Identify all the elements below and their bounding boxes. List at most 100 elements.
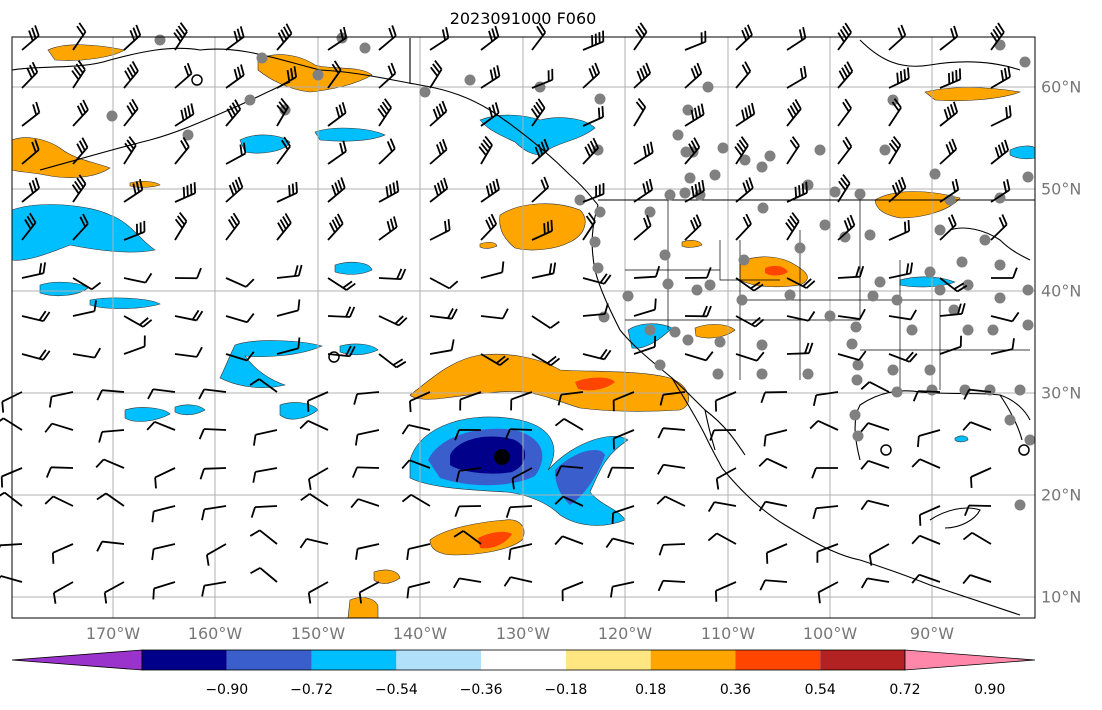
wind-barb (72, 277, 102, 291)
station-marker (704, 279, 716, 291)
wind-barb (582, 30, 605, 51)
wind-barb (453, 530, 482, 545)
wind-barb (888, 220, 910, 241)
wind-barb (0, 543, 23, 549)
wind-barb (327, 177, 346, 203)
wind-barb (888, 135, 902, 165)
wind-barb (759, 579, 788, 591)
wind-barb (174, 267, 202, 280)
wind-barb (429, 219, 451, 241)
station-marker (684, 172, 696, 184)
positive-anomaly-region (347, 597, 379, 619)
wind-barb (554, 495, 584, 507)
station-marker (464, 74, 476, 86)
wind-barb (990, 338, 1015, 355)
wind-barb (44, 422, 74, 433)
wind-barb (151, 505, 176, 523)
station-marker (756, 368, 768, 380)
wind-barb (837, 350, 867, 361)
wind-barb (860, 381, 890, 393)
graticule (12, 37, 1035, 618)
station-marker (1022, 319, 1034, 331)
station-marker (784, 289, 796, 301)
wind-barb (939, 138, 958, 165)
station-marker (994, 259, 1006, 271)
wind-barb (429, 308, 458, 320)
baja-california (671, 377, 723, 469)
wind-barb (123, 220, 146, 241)
colorbar-tick-label: −0.36 (459, 682, 503, 698)
wind-barb (123, 136, 137, 165)
wind-barb (276, 212, 292, 241)
wind-barb (939, 25, 959, 51)
wind-barb (684, 62, 703, 89)
station-marker (662, 278, 674, 290)
wind-barb (225, 64, 245, 89)
wind-barb (378, 25, 397, 51)
wind-barb (860, 459, 890, 470)
wind-barb (707, 501, 737, 513)
wind-barb (147, 388, 176, 400)
wind-barb (72, 99, 89, 127)
station-marker (1019, 56, 1031, 68)
wind-barb (939, 68, 962, 89)
station-marker (709, 169, 721, 181)
wind-barb (508, 543, 533, 561)
positive-anomaly-region (874, 191, 961, 219)
wind-barb (760, 391, 788, 404)
wind-barb (454, 429, 482, 441)
wind-barb (758, 500, 788, 512)
station-marker (712, 368, 724, 380)
wind-barb (199, 467, 227, 480)
wind-barb (531, 176, 550, 203)
station-marker (359, 42, 371, 54)
station-marker (852, 359, 864, 371)
station-marker (926, 384, 938, 396)
station-marker (850, 321, 862, 333)
wind-barb (174, 62, 193, 89)
colorbar-segment (396, 650, 482, 670)
wind-barb (812, 505, 839, 520)
station-marker (839, 231, 851, 243)
wind-barb (429, 277, 459, 290)
wind-barb (557, 391, 584, 406)
positive-anomaly-region (924, 87, 1022, 102)
wind-barb (684, 305, 712, 318)
wind-barb (817, 581, 839, 604)
wind-barb (123, 178, 144, 203)
station-marker (934, 224, 946, 236)
wind-barb (633, 62, 652, 89)
wind-barb (21, 262, 46, 279)
station-marker (679, 187, 691, 199)
negative-anomaly-region (124, 407, 171, 422)
station-marker (682, 104, 694, 116)
wind-barb (530, 98, 546, 127)
wind-barb (939, 335, 962, 355)
wind-barb (123, 98, 139, 127)
negative-anomaly-region (899, 276, 956, 288)
wind-barb (812, 391, 839, 407)
wind-barb (504, 428, 533, 440)
wind-barb (249, 529, 278, 545)
station-marker (851, 374, 863, 386)
wind-barb (0, 417, 23, 431)
colorbar-tick-label: 0.36 (719, 682, 752, 698)
longitude-label: 170°W (85, 624, 141, 643)
wind-barb (582, 183, 605, 203)
colorbar-segment (650, 650, 736, 670)
wind-barb (198, 388, 227, 400)
wind-barb (480, 102, 500, 127)
wind-barb (939, 277, 968, 293)
wind-barb (353, 391, 380, 405)
negative-anomaly-region (314, 127, 386, 142)
latitude-label: 30°N (1041, 383, 1082, 403)
wind-barb (48, 391, 74, 408)
wind-barb (633, 141, 654, 165)
positive-anomaly-core (575, 377, 615, 391)
wind-barb (503, 576, 533, 587)
wind-barb (201, 581, 227, 597)
wind-barb (911, 534, 941, 545)
wind-barb (709, 429, 737, 441)
wind-barb (174, 346, 203, 358)
wind-barb (714, 391, 737, 412)
